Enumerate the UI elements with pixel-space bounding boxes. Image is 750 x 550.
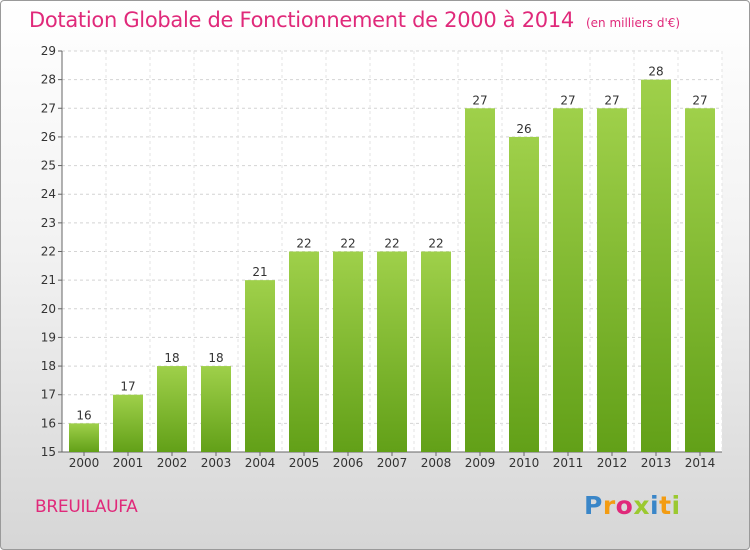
bar-2008[interactable]	[421, 251, 451, 453]
bar-value-label: 28	[648, 65, 663, 79]
y-tick-label: 25	[41, 159, 56, 173]
bar-value-label: 22	[340, 237, 355, 251]
bar-value-label: 27	[604, 93, 619, 107]
chart-title: Dotation Globale de Fonctionnement de 20…	[29, 8, 574, 32]
y-tick-label: 26	[41, 130, 56, 144]
bar-2014[interactable]	[685, 108, 715, 453]
y-tick-label: 17	[41, 388, 56, 402]
bar-value-label: 22	[428, 237, 443, 251]
bar-value-label: 27	[692, 93, 707, 107]
x-tick-label: 2000	[69, 456, 100, 470]
y-tick-label: 27	[41, 101, 56, 115]
bar-value-label: 27	[560, 93, 575, 107]
bar-2004[interactable]	[245, 280, 275, 452]
y-tick-label: 15	[41, 445, 56, 459]
bar-value-label: 22	[384, 237, 399, 251]
y-tick-label: 21	[41, 273, 56, 287]
y-tick-label: 24	[41, 187, 56, 201]
bar-2009[interactable]	[465, 108, 495, 453]
y-tick-label: 19	[41, 330, 56, 344]
x-tick-label: 2006	[333, 456, 364, 470]
bar-value-label: 16	[76, 408, 91, 422]
x-tick-label: 2009	[465, 456, 496, 470]
bar-2002[interactable]	[157, 366, 187, 452]
x-tick-label: 2013	[641, 456, 672, 470]
bar-2013[interactable]	[641, 79, 671, 453]
y-tick-label: 29	[41, 44, 56, 58]
bar-value-label: 18	[164, 351, 179, 365]
chart-unit: (en milliers d'€)	[585, 16, 681, 30]
proxiti-logo[interactable]: Proxiti	[584, 491, 681, 520]
bar-2007[interactable]	[377, 251, 407, 453]
x-tick-label: 2007	[377, 456, 408, 470]
chart-title-block: Dotation Globale de Fonctionnement de 20…	[29, 8, 680, 32]
bar-2010[interactable]	[509, 136, 539, 452]
y-tick-label: 18	[41, 359, 56, 373]
bar-2012[interactable]	[597, 108, 627, 453]
commune-name: BREUILAUFA	[35, 497, 138, 517]
bar-2000[interactable]	[69, 423, 99, 452]
bar-value-label: 26	[516, 122, 531, 136]
bar-value-label: 18	[208, 351, 223, 365]
x-tick-label: 2012	[597, 456, 628, 470]
y-tick-label: 23	[41, 216, 56, 230]
bar-2003[interactable]	[201, 366, 231, 452]
x-tick-label: 2003	[201, 456, 232, 470]
y-tick-label: 28	[41, 73, 56, 87]
y-tick-label: 20	[41, 302, 56, 316]
x-tick-label: 2001	[113, 456, 144, 470]
x-tick-label: 2005	[289, 456, 320, 470]
bar-2011[interactable]	[553, 108, 583, 453]
bar-value-label: 22	[296, 237, 311, 251]
bar-value-label: 17	[120, 380, 135, 394]
x-tick-label: 2011	[553, 456, 584, 470]
x-tick-label: 2004	[245, 456, 276, 470]
bar-2006[interactable]	[333, 251, 363, 453]
x-tick-label: 2008	[421, 456, 452, 470]
x-tick-label: 2014	[685, 456, 716, 470]
bar-value-label: 27	[472, 93, 487, 107]
y-tick-label: 16	[41, 416, 56, 430]
bar-value-label: 21	[252, 265, 267, 279]
bar-2005[interactable]	[289, 251, 319, 453]
x-tick-label: 2010	[509, 456, 540, 470]
y-tick-label: 22	[41, 245, 56, 259]
bar-2001[interactable]	[113, 394, 143, 452]
x-tick-label: 2002	[157, 456, 188, 470]
